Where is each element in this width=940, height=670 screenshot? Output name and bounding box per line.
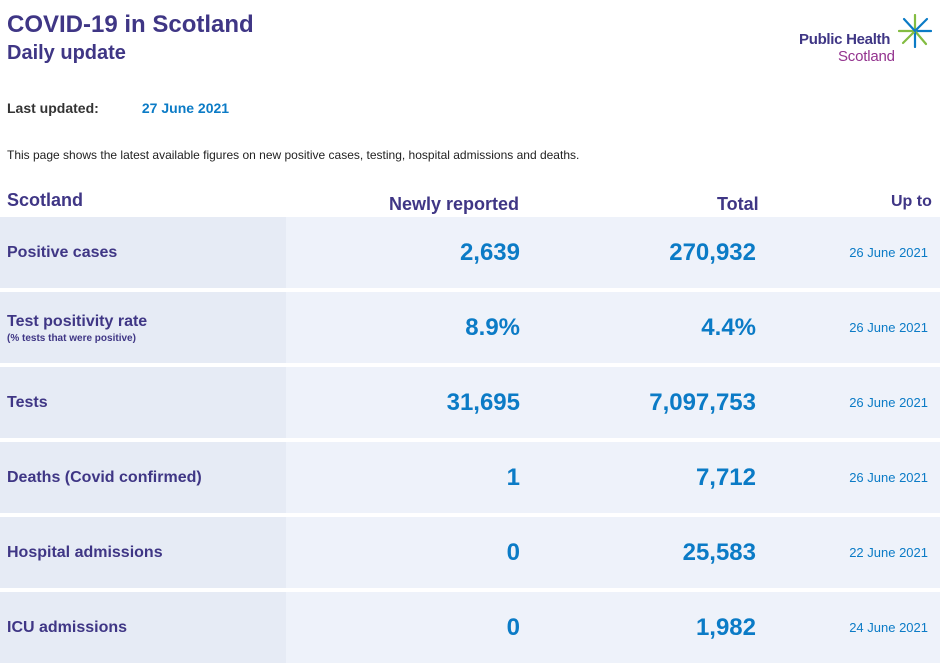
row-label: Test positivity rate (7, 313, 148, 330)
row-sublabel: (% tests that were positive) (7, 333, 136, 344)
column-header-scotland: Scotland (7, 190, 84, 210)
newly-reported-value: 31,695 (446, 389, 520, 416)
table-row-hospital-admissions: Hospital admissions 0 25,583 22 June 202… (0, 517, 940, 588)
intro-text: This page shows the latest available fig… (7, 148, 580, 162)
up-to-date: 26 June 2021 (849, 320, 928, 335)
table-row-test-positivity-rate: Test positivity rate (% tests that were … (0, 292, 940, 363)
column-header-total: Total (717, 194, 759, 214)
total-value: 7,712 (695, 464, 756, 491)
total-value: 270,932 (669, 239, 756, 266)
table-row-deaths: Deaths (Covid confirmed) 1 7,712 26 June… (0, 442, 940, 513)
total-value: 1,982 (695, 614, 756, 641)
page-subtitle: Daily update (7, 42, 126, 64)
up-to-date: 24 June 2021 (849, 620, 928, 635)
total-value: 7,097,753 (649, 389, 756, 416)
up-to-date: 26 June 2021 (849, 395, 928, 410)
table-row-positive-cases: Positive cases 2,639 270,932 26 June 202… (0, 217, 940, 288)
up-to-date: 22 June 2021 (849, 545, 928, 560)
table-row-icu-admissions: ICU admissions 0 1,982 24 June 2021 (0, 592, 940, 663)
up-to-date: 26 June 2021 (849, 245, 928, 260)
last-updated-label: Last updated: (7, 100, 99, 116)
row-label: Positive cases (7, 244, 118, 261)
logo-text-public-health: Public Health (799, 31, 891, 48)
row-label: ICU admissions (7, 619, 128, 636)
row-label: Hospital admissions (7, 544, 163, 561)
total-value: 25,583 (682, 539, 756, 566)
newly-reported-value: 8.9% (465, 314, 520, 341)
table-row-tests: Tests 31,695 7,097,753 26 June 2021 (0, 367, 940, 438)
page-title: COVID-19 in Scotland (7, 11, 254, 38)
row-label: Deaths (Covid confirmed) (7, 469, 202, 486)
column-header-newly-reported: Newly reported (389, 194, 520, 214)
page-header: COVID-19 in Scotland Daily update (7, 10, 254, 66)
logo-text-scotland: Scotland (838, 48, 895, 65)
last-updated: Last updated: 27 June 2021 (7, 100, 229, 116)
newly-reported-value: 0 (506, 614, 520, 641)
column-header-up-to: Up to (891, 193, 932, 210)
total-value: 4.4% (701, 314, 756, 341)
newly-reported-value: 1 (506, 464, 520, 491)
up-to-date: 26 June 2021 (849, 470, 928, 485)
newly-reported-value: 2,639 (459, 239, 520, 266)
star-burst-icon (898, 14, 932, 48)
public-health-scotland-logo: Public Health Scotland (796, 14, 936, 68)
last-updated-value: 27 June 2021 (141, 100, 230, 116)
newly-reported-value: 0 (506, 539, 520, 566)
stats-table: Positive cases 2,639 270,932 26 June 202… (0, 217, 940, 667)
row-label: Tests (7, 394, 48, 411)
